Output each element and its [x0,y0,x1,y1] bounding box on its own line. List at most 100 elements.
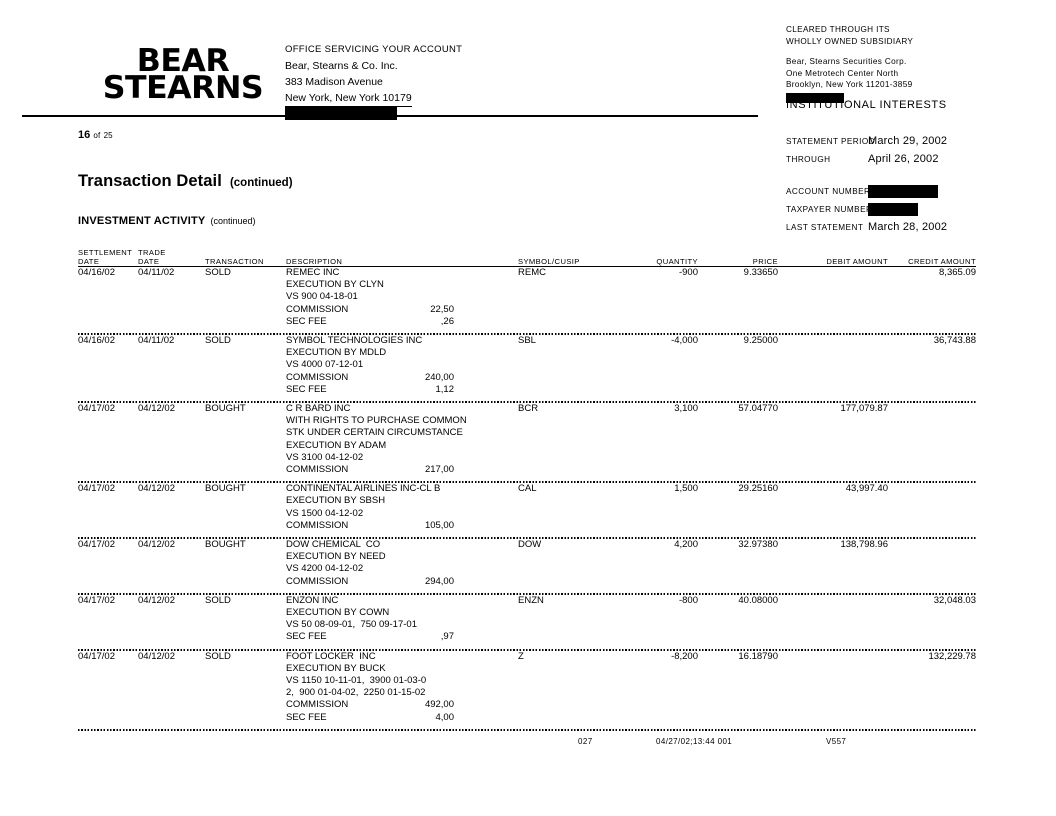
description-detail-line: EXECUTION BY ADAM [286,439,387,451]
description-detail-line: VS 1500 04-12-02 [286,507,364,519]
cell-price: 40.08000 [738,594,778,606]
description-detail-line: SEC FEE 4,00 [286,711,455,723]
taxpayer-number-redacted-box [868,203,918,216]
th-quantity: QUANTITY [656,257,698,266]
cell-trade-date: 04/12/02 [138,650,175,662]
description-detail-line: VS 900 04-18-01 [286,291,358,303]
last-statement-label: LAST STATEMENT [786,223,864,232]
description-detail-line: EXECUTION BY COWN [286,606,390,618]
cell-credit-amount: 8,365.09 [939,267,976,278]
row-separator [78,333,976,335]
cell-trade-date: 04/12/02 [138,403,175,414]
cleared-line-2: WHOLLY OWNED SUBSIDIARY [786,36,914,46]
description-detail-line: COMMISSION 492,00 [286,699,454,711]
cell-settlement-date: 04/16/02 [78,335,115,346]
cell-price: 32.97380 [738,538,778,550]
taxpayer-number-value [868,203,918,216]
cell-quantity: 1,500 [674,483,698,495]
cell-transaction-type: BOUGHT [205,483,246,495]
office-servicing-block: OFFICE SERVICING YOUR ACCOUNT Bear, Stea… [285,42,545,120]
description-detail-line: SEC FEE ,97 [286,631,454,643]
cell-trade-date: 04/12/02 [138,483,175,495]
institutional-interests-label: INSTITUTIONAL INTERESTS [786,99,947,111]
table-header-rule [78,266,976,267]
cell-trade-date: 04/11/02 [138,267,175,278]
page-title-continued: (continued) [229,177,293,189]
th-symbol-cusip: SYMBOL/CUSIP [518,257,580,266]
description-detail-line: VS 4000 07-12-01 [286,359,364,371]
description-security-name: ENZON INC [286,594,339,606]
row-separator [78,536,976,539]
office-street: 383 Madison Avenue [285,76,383,88]
table-row: 04/17/02 04/12/02 BOUGHT DOW 4,200 32.97380 13… [78,539,976,593]
row-separator [78,592,976,595]
page-number-total: 25 [103,131,113,140]
subsidiary-company: Bear, Stearns Securities Corp. [786,57,907,66]
page-number-of: of [93,131,101,140]
cell-price: 9.25000 [743,335,778,346]
meta-row-through: THROUGH April 26, 2002 [786,153,1036,171]
office-heading: OFFICE SERVICING YOUR ACCOUNT [285,44,463,55]
cell-trade-date: 04/12/02 [138,594,175,606]
cell-description: SYMBOL TECHNOLOGIES INC EXECUTION BY MDLD… [286,335,586,396]
cell-settlement-date: 04/17/02 [78,403,115,414]
cell-quantity: -800 [678,594,698,606]
cell-quantity: 3,100 [674,403,698,414]
th-debit-amount: DEBIT AMOUNT [826,257,888,266]
cell-description: CONTINENTAL AIRLINES INC-CL B EXECUTION B… [286,483,586,532]
description-detail-line: STK UNDER CERTAIN CIRCUMSTANCE [286,427,463,439]
description-detail-line: VS 50 08-09-01, 750 09-17-01 [286,619,417,631]
section-title-main: INVESTMENT ACTIVITY [78,215,206,227]
through-value: April 26, 2002 [868,153,939,165]
logo-line-2: STEARNS [102,70,264,106]
row-separator [78,728,976,731]
transaction-table: SETTLEMENT DATE TRADE DATE TRANSACTION D… [78,248,976,731]
account-number-redacted-box [868,185,938,198]
header-divider [22,115,758,117]
description-security-name: FOOT LOCKER INC [286,650,376,662]
description-detail-amount: 4,00 [435,711,455,723]
cell-description: DOW CHEMICAL CO EXECUTION BY NEED VS 4200 … [286,539,586,588]
subsidiary-city-state-zip: Brooklyn, New York 11201-3859 [786,80,913,89]
cell-trade-date: 04/11/02 [138,335,175,346]
description-detail-line: WITH RIGHTS TO PURCHASE COMMON [286,415,467,427]
cell-price: 29.25160 [738,483,778,495]
meta-row-taxpayer-number: TAXPAYER NUMBER [786,203,1036,221]
office-company: Bear, Stearns & Co. Inc. [285,60,398,72]
cell-credit-amount: 32,048.03 [933,594,976,606]
description-detail-line: VS 1150 10-11-01, 3900 01-03-0 [286,674,427,686]
cell-quantity: -900 [678,267,698,278]
meta-row-statement-period: STATEMENT PERIOD March 29, 2002 [786,135,1036,153]
page-title: Transaction Detail (continued) [78,172,293,191]
description-detail-line: EXECUTION BY CLYN [286,279,384,291]
office-city-state-zip: New York, New York 10179 [285,90,412,107]
cell-symbol-cusip: ENZN [518,594,544,606]
th-trade-date-2: DATE [138,257,160,266]
account-number-value [868,185,938,198]
cell-symbol-cusip: DOW [518,538,542,550]
description-detail-line: COMMISSION 22,50 [286,303,454,315]
cell-settlement-date: 04/16/02 [78,267,115,278]
last-statement-value: March 28, 2002 [868,221,948,233]
cell-transaction-type: SOLD [205,594,231,606]
th-price: PRICE [752,257,778,266]
bear-stearns-logo: BEAR STEARNS [86,46,280,106]
description-security-name: DOW CHEMICAL CO [286,538,381,550]
description-detail-line: COMMISSION 240,00 [286,371,454,383]
table-row: 04/17/02 04/12/02 BOUGHT CAL 1,500 29.25160 43… [78,483,976,537]
cell-symbol-cusip: Z [518,650,524,662]
footer-version: V557 [826,737,847,746]
statement-period-label: STATEMENT PERIOD [786,137,876,146]
description-detail-amount: 240,00 [424,371,454,383]
th-description: DESCRIPTION [286,257,343,266]
description-detail-line: SEC FEE 1,12 [286,383,454,395]
office-redacted-box [285,107,397,120]
meta-row-account-number: ACCOUNT NUMBER [786,185,1036,203]
cleared-line-1: CLEARED THROUGH ITS [786,25,890,34]
page-title-main: Transaction Detail [78,172,222,190]
cell-quantity: -8,200 [671,650,698,662]
description-detail-amount: 492,00 [424,699,454,711]
description-detail-amount: ,97 [440,631,454,643]
section-title: INVESTMENT ACTIVITY (continued) [78,215,256,227]
